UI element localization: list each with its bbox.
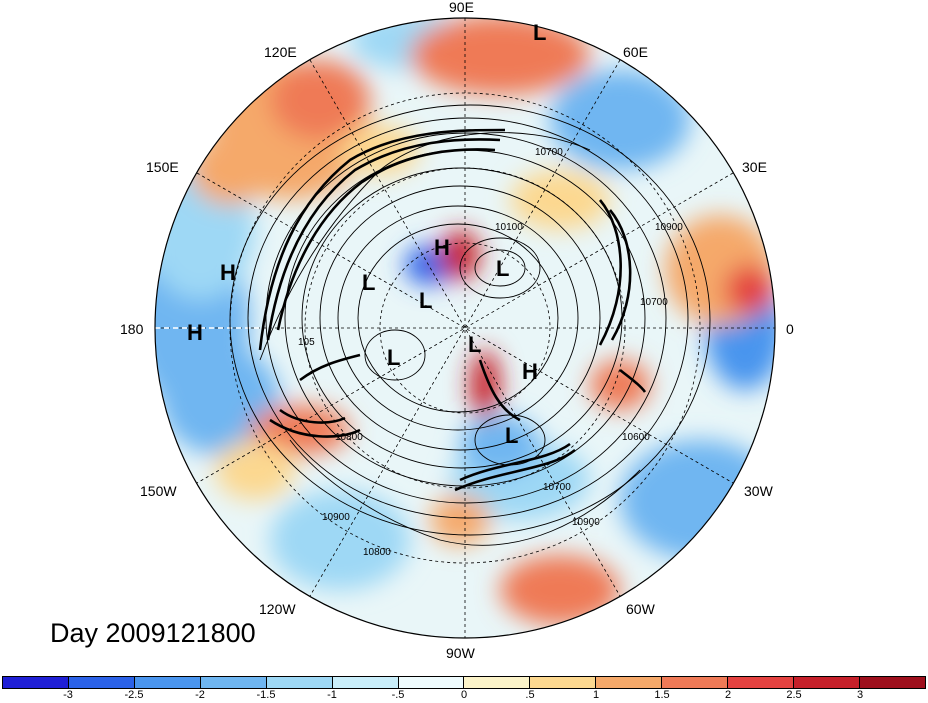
colorbar-segment	[68, 677, 135, 688]
contour-labels: 10700 10100 10900 10700 10600 10700 1090…	[298, 147, 683, 558]
lon-label-180: 180	[120, 321, 144, 337]
high-center-label: H	[434, 235, 450, 260]
contour-label: 10800	[335, 432, 363, 443]
colorbar-tick-label: 2.5	[786, 689, 802, 701]
low-center-label: L	[362, 270, 375, 295]
map-title: Day 2009121800	[50, 618, 256, 648]
colorbar-segment	[266, 677, 333, 688]
colorbar-segment	[728, 677, 795, 688]
low-center-label: L	[533, 20, 546, 45]
lon-label-120w: 120W	[259, 601, 296, 617]
colorbar-ticks: -3 -2.5 -2 -1.5 -1 -.5 0 .5 1 1.5 2 2.5 3	[2, 689, 926, 703]
lon-label-30w: 30W	[744, 483, 774, 499]
colorbar-segment	[464, 677, 531, 688]
lon-label-120e: 120E	[264, 44, 297, 60]
colorbar-tick-label: 1	[592, 689, 600, 701]
longitude-labels: 90E 120E 60E 150E 30E 180 0 150W 30W 120…	[120, 0, 794, 661]
low-center-label: L	[387, 345, 400, 370]
lon-label-90e: 90E	[449, 0, 474, 15]
contour-label: 10700	[535, 147, 563, 158]
colorbar-segment	[662, 677, 729, 688]
lon-label-90w: 90W	[446, 645, 476, 661]
colorbar	[2, 676, 926, 689]
colorbar-tick-label: 2	[724, 689, 732, 701]
colorbar-tick-label: .5	[525, 689, 535, 701]
high-center-label: H	[220, 260, 236, 285]
contour-label: 10900	[572, 517, 600, 528]
contour-label: 10100	[495, 222, 523, 233]
colorbar-segment	[3, 677, 69, 688]
pressure-centers: L H H H L L L L L H L	[187, 20, 546, 448]
contour-label: 10800	[363, 547, 391, 558]
colorbar-tick-label: -2.5	[124, 689, 144, 701]
contour-label: 10900	[322, 512, 350, 523]
contour-label: 105	[298, 337, 315, 348]
colorbar-tick-label: -3	[63, 689, 73, 701]
colorbar-segment	[596, 677, 663, 688]
colorbar-tick-label: 1.5	[654, 689, 670, 701]
high-center-label: H	[187, 320, 203, 345]
low-center-label: L	[468, 332, 481, 357]
lon-label-0: 0	[786, 321, 794, 337]
jet-contours	[258, 128, 647, 492]
colorbar-segment	[134, 677, 201, 688]
colorbar-segment	[332, 677, 399, 688]
colorbar-tick-label: -.5	[391, 689, 405, 701]
low-center-label: L	[419, 288, 432, 313]
colorbar-tick-label: -1.5	[256, 689, 276, 701]
colorbar-tick-label: 3	[856, 689, 864, 701]
low-center-label: L	[496, 256, 509, 281]
low-center-label: L	[505, 423, 518, 448]
colorbar-tick-label: -2	[195, 689, 205, 701]
colorbar-tick-label: -1	[327, 689, 337, 701]
lon-label-60e: 60E	[623, 44, 648, 60]
contour-label: 10700	[543, 482, 571, 493]
high-center-label: H	[522, 359, 538, 384]
colorbar-segment	[200, 677, 267, 688]
colorbar-tick-label: 0	[460, 689, 468, 701]
colorbar-segment	[398, 677, 465, 688]
map-boundary	[154, 17, 776, 639]
lon-label-30e: 30E	[742, 159, 767, 175]
lon-label-60w: 60W	[626, 601, 656, 617]
lon-label-150w: 150W	[140, 483, 177, 499]
colorbar-segment	[530, 677, 597, 688]
contour-label: 10900	[655, 222, 683, 233]
height-contours	[229, 104, 711, 546]
colorbar-segment	[859, 677, 925, 688]
lon-label-150e: 150E	[146, 159, 179, 175]
contour-label: 10700	[640, 297, 668, 308]
colorbar-segment	[794, 677, 860, 688]
contour-label: 10600	[622, 432, 650, 443]
